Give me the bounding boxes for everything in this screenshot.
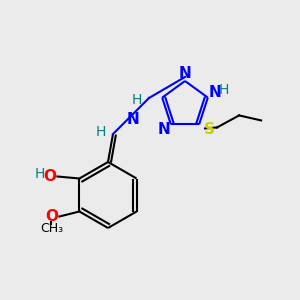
Text: N: N [208, 85, 221, 100]
Text: H: H [34, 167, 45, 182]
Text: N: N [158, 122, 170, 137]
Text: O: O [45, 209, 58, 224]
Text: N: N [178, 67, 191, 82]
Text: S: S [204, 122, 214, 137]
Text: CH₃: CH₃ [40, 222, 63, 235]
Text: H: H [219, 82, 229, 97]
Text: O: O [43, 169, 56, 184]
Text: N: N [127, 112, 140, 128]
Text: H: H [132, 93, 142, 107]
Text: H: H [96, 125, 106, 139]
